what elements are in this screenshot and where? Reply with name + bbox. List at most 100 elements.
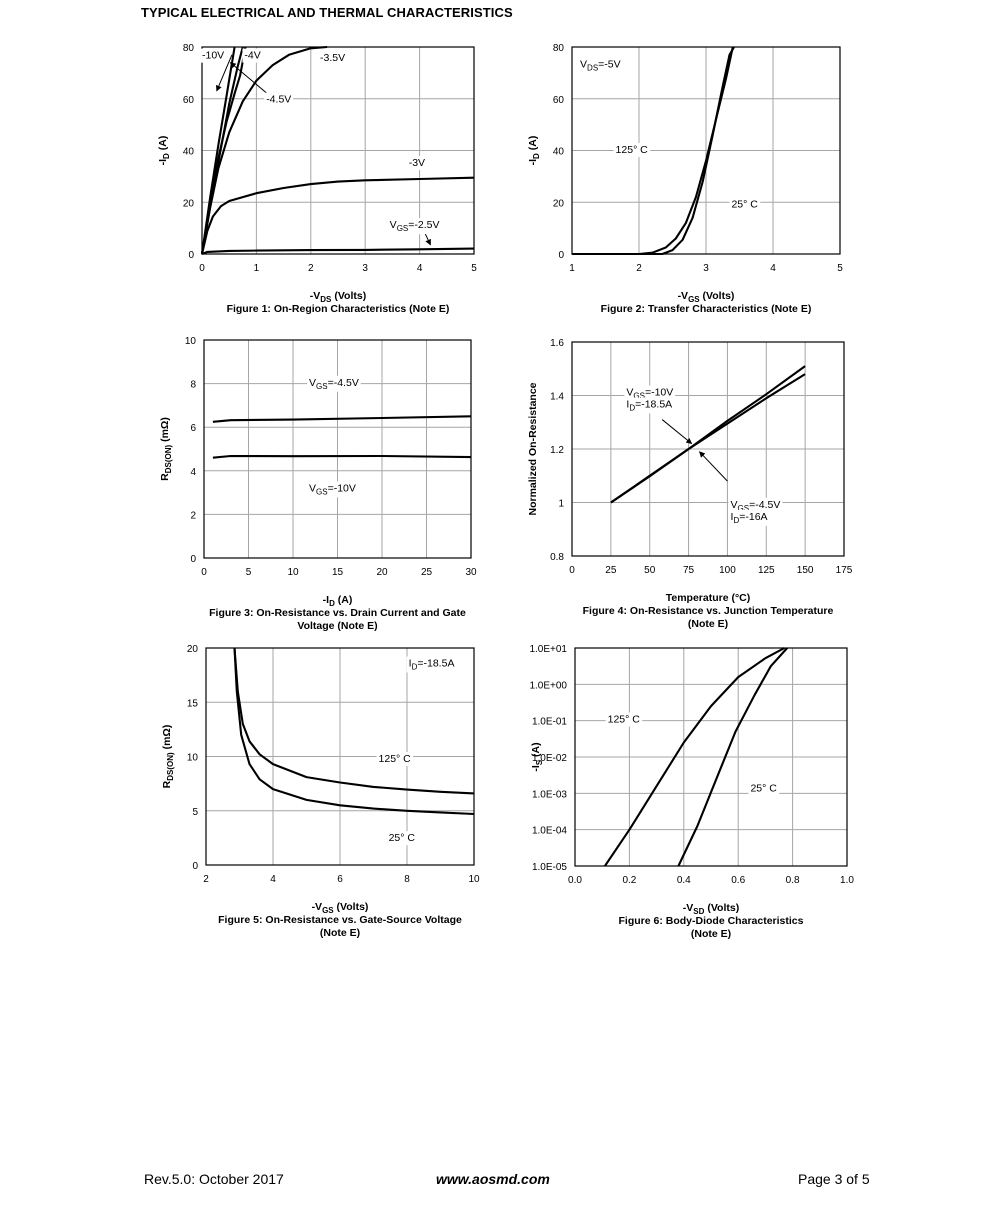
x-tick-label: 20	[376, 567, 388, 578]
x-tick-label: 5	[246, 567, 252, 578]
annotation-arrow	[699, 451, 728, 482]
annotation-bg	[307, 375, 361, 392]
series-line	[604, 647, 785, 867]
annotation-label: -3V	[409, 157, 425, 169]
x-tick-label: 25	[605, 565, 617, 576]
figure-2-chart: 1 2 3 4 5 0 20 40 60 80 VDS=-5V 125° C 25° C -VGS (Vo…	[527, 43, 843, 315]
x-tick-label: 25	[421, 567, 433, 578]
plot-frame	[205, 647, 475, 866]
x-tick-label: 5	[471, 263, 477, 274]
annotation-bg	[728, 509, 770, 526]
annotation-arrow	[216, 54, 233, 92]
y-tick-label: 15	[187, 698, 199, 709]
figure-caption: Figure 3: On-Resistance vs. Drain Curren…	[209, 607, 466, 619]
y-tick-label: 80	[553, 43, 565, 54]
footer-website[interactable]: www.aosmd.com	[436, 1171, 550, 1187]
annotation-label: VGS=-10V	[309, 483, 356, 497]
x-tick-label: 0	[199, 263, 205, 274]
y-axis-label: -ID (A)	[527, 136, 541, 166]
y-tick-label: 1.2	[550, 445, 564, 456]
y-tick-label: 1	[558, 499, 564, 510]
x-tick-label: 0.2	[622, 875, 636, 886]
x-tick-label: 50	[644, 565, 656, 576]
annotation-bg	[386, 831, 418, 846]
grid	[206, 648, 474, 865]
plot-frame	[203, 339, 472, 559]
annotation-bg	[376, 751, 414, 766]
x-tick-label: 2	[203, 874, 209, 885]
footer-revision: Rev.5.0: October 2017	[144, 1171, 284, 1187]
y-tick-label: 0.8	[550, 552, 564, 563]
x-tick-label: 15	[332, 567, 344, 578]
y-tick-label: 1.6	[550, 338, 564, 349]
x-tick-label: 5	[837, 263, 843, 274]
y-axis-label: RDS(ON) (mΩ)	[161, 725, 175, 789]
x-tick-label: 0	[201, 567, 207, 578]
series-line	[212, 454, 472, 459]
y-tick-label: 4	[190, 467, 196, 478]
annotation-label: -10V	[202, 50, 224, 62]
y-tick-label: 2	[190, 510, 196, 521]
figure-caption: (Note E)	[320, 927, 360, 939]
annotation-label: VGS=-10V	[626, 387, 673, 401]
x-axis-label: -VSD (Volts)	[683, 902, 739, 916]
x-tick-label: 2	[636, 263, 642, 274]
footer-page-number: Page 3 of 5	[798, 1171, 870, 1187]
x-tick-label: 75	[683, 565, 695, 576]
y-tick-label: 1.0E-04	[532, 826, 567, 837]
x-tick-label: 0.4	[677, 875, 691, 886]
figure-caption: Figure 5: On-Resistance vs. Gate-Source …	[218, 914, 462, 926]
annotation-arrow	[229, 62, 268, 94]
annotation-bg	[748, 781, 780, 796]
plot-frame	[574, 647, 848, 867]
figure-4-chart: 0 25 50 75 100 125 150 175 0.8 1 1.2 1.4 1.6 VGS=-10V…	[527, 338, 853, 630]
grid	[575, 648, 847, 866]
y-tick-label: 40	[553, 147, 565, 158]
annotation-label: 125° C	[379, 753, 412, 765]
x-tick-label: 1.0	[840, 875, 854, 886]
x-tick-label: 4	[270, 874, 276, 885]
y-tick-label: 10	[185, 336, 197, 347]
figure-caption: (Note E)	[688, 618, 728, 630]
series-line	[233, 647, 475, 795]
x-tick-label: 1	[569, 263, 575, 274]
annotation-label: VDS=-5V	[580, 59, 621, 73]
annotation-label: 125° C	[616, 144, 649, 156]
x-axis-label: -ID (A)	[323, 594, 353, 608]
annotation-bg	[578, 57, 623, 74]
annotation-bg	[387, 218, 442, 235]
x-tick-label: 0.6	[731, 875, 745, 886]
annotation-bg	[406, 656, 457, 673]
y-tick-label: 20	[187, 644, 199, 655]
y-tick-label: 0	[558, 250, 564, 261]
annotation-label: -3.5V	[320, 52, 345, 64]
y-tick-label: 0	[192, 861, 198, 872]
y-tick-label: 1.0E-01	[532, 717, 567, 728]
figure-caption: Figure 2: Transfer Characteristics (Note…	[601, 303, 812, 315]
figure-6-chart: 0.0 0.2 0.4 0.6 0.8 1.0 1.0E-05 1.0E-04 1.0E-03 1…	[529, 644, 854, 940]
plot-frame	[201, 46, 475, 255]
series-line	[200, 45, 328, 255]
y-tick-label: 1.0E+01	[529, 644, 567, 655]
x-axis-label: -VDS (Volts)	[310, 290, 366, 304]
x-tick-label: 10	[468, 874, 480, 885]
annotation-label: VGS=-4.5V	[731, 499, 781, 513]
figure-3-chart: 0 5 10 15 20 25 30 0 2 4 6 8 10 VGS=-4.5V VGS=-10V -ID …	[159, 336, 477, 632]
annotation-bg	[624, 397, 675, 414]
y-tick-label: 0	[188, 250, 194, 261]
annotation-label: ID=-18.5A	[409, 657, 455, 671]
x-tick-label: 0.0	[568, 875, 582, 886]
series-line	[572, 46, 736, 256]
page-title: TYPICAL ELECTRICAL AND THERMAL CHARACTER…	[141, 5, 513, 20]
figure-caption: Figure 4: On-Resistance vs. Junction Tem…	[583, 605, 834, 617]
y-axis-label: -ID (A)	[157, 136, 171, 166]
annotation-bg	[613, 143, 651, 158]
annotation-label: 25° C	[750, 783, 777, 795]
annotation-arrow	[424, 233, 431, 246]
x-axis-label: Temperature (°C)	[666, 592, 751, 604]
annotation-bg	[406, 156, 428, 171]
figure-caption: Voltage (Note E)	[297, 620, 377, 632]
y-tick-label: 5	[192, 807, 198, 818]
y-axis-label: Normalized On-Resistance	[527, 382, 539, 515]
x-axis-label: -VGS (Volts)	[312, 901, 369, 915]
